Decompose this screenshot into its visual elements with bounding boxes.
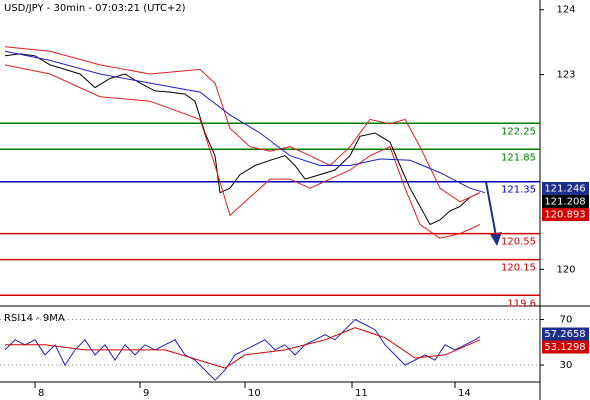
y-tick-label: 30: [560, 360, 573, 371]
panel-title: RSI14 - 9MA: [4, 313, 65, 324]
price-label: 53.1298: [544, 342, 585, 353]
y-tick-label: 123: [556, 70, 575, 81]
level-label: 120.15: [501, 263, 536, 274]
price-box: [542, 327, 589, 341]
price-label: 120.893: [544, 209, 585, 220]
level-label: 119.6: [507, 298, 536, 309]
x-tick-label: 11: [355, 388, 368, 399]
x-tick-label: 14: [458, 388, 471, 399]
series-line: [5, 327, 481, 369]
level-label: 121.35: [501, 185, 536, 196]
price-box: [542, 181, 589, 195]
x-tick-label: 8: [38, 388, 44, 399]
price-label: 121.246: [544, 183, 585, 194]
price-box: [542, 207, 589, 221]
price-box: [542, 194, 589, 208]
arrow: [485, 181, 497, 237]
price-label: 57.2658: [544, 329, 585, 340]
arrow-head: [490, 232, 502, 246]
y-tick-label: 124: [556, 5, 575, 16]
series-line: [4, 50, 486, 194]
price-box: [542, 340, 589, 354]
x-tick-label: 10: [248, 388, 261, 399]
level-label: 122.25: [501, 126, 536, 137]
y-tick-label: 70: [560, 315, 573, 326]
y-tick-label: 120: [556, 264, 575, 275]
price-label: 121.208: [544, 196, 585, 207]
level-label: 120.55: [501, 237, 536, 248]
series-line: [4, 64, 481, 239]
level-label: 121.85: [501, 152, 536, 163]
series-line: [4, 53, 481, 226]
series-line: [4, 46, 481, 203]
x-tick-label: 9: [143, 388, 149, 399]
chart-title: USD/JPY - 30min - 07:03:21 (UTC+2): [4, 3, 186, 14]
series-line: [4, 318, 481, 381]
